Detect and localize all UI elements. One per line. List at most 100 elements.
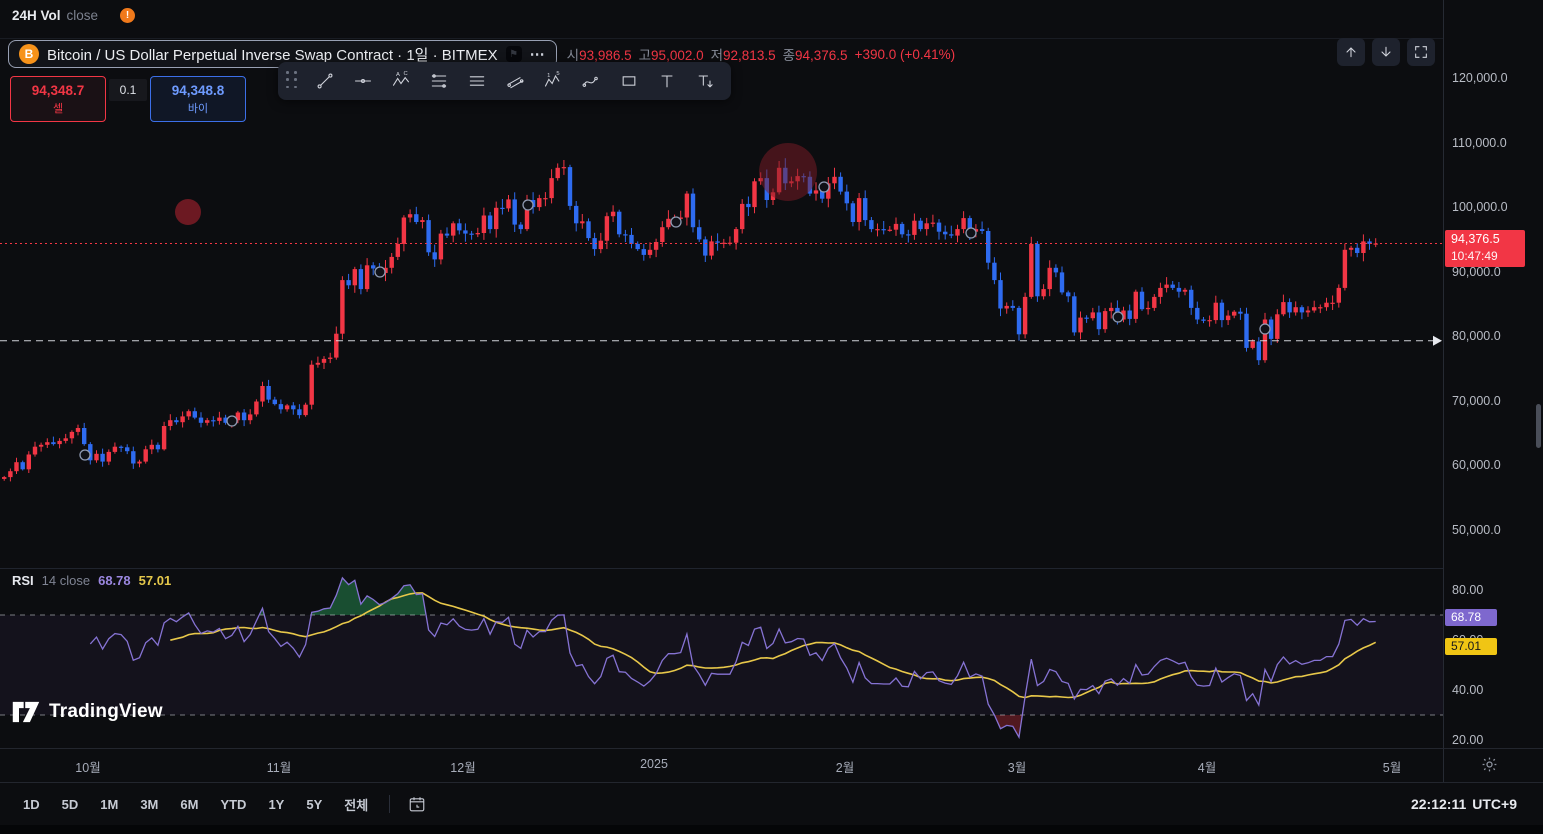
last-price-value: 94,376.5 [1451,232,1500,246]
range-5Y-button[interactable]: 5Y [297,793,331,816]
event-marker[interactable] [1112,311,1124,323]
range-3M-button[interactable]: 3M [131,793,167,816]
symbol-flag-icon[interactable]: ⚑ [505,46,522,62]
vol-pane-status: close [66,8,99,23]
event-marker[interactable] [965,227,977,239]
more-icon[interactable]: ⋯ [529,46,546,63]
trend-line-tool-button[interactable] [307,66,343,96]
buy-caption: 바이 [187,102,209,115]
pane-separator-top[interactable] [0,38,1443,39]
trend-channel-tool-button[interactable] [497,66,533,96]
rsi-title: RSI [12,573,34,588]
trend-channel-icon [507,77,524,89]
bottom-strip [0,825,1543,834]
pane-separator-rsi[interactable] [0,568,1443,569]
toolbar-drag-handle[interactable] [286,71,299,91]
rsi-params: 14 close [41,573,91,588]
time-axis-label: 4월 [1197,761,1217,775]
arrow-up-icon [1346,47,1356,58]
price-axis-label: 90,000.0 [1452,264,1501,279]
brush-tool-button[interactable] [573,66,609,96]
range-YTD-button[interactable]: YTD [211,793,255,816]
drawing-ellipse[interactable] [175,199,201,225]
bottom-toolbar: 1D 5D 1M 3M 6M YTD 1Y 5Y 전체 22:12:11 UTC+9 [0,782,1543,825]
low-value: 92,813.5 [723,48,776,63]
svg-text:5: 5 [556,71,559,77]
price-axis-label: 50,000.0 [1452,523,1501,537]
right-scrollbar[interactable] [1536,404,1541,448]
vol-pane-legend: 24H Vol close ! [12,8,136,23]
fullscreen-icon [1415,46,1427,58]
price-chart[interactable] [0,66,1443,566]
buy-button[interactable]: 94,348.8 바이 [150,76,246,122]
time-axis-label: 12월 [450,761,476,775]
price-axis[interactable]: 94,376.5 10:47:49 68.78 57.01 120,000.0 1… [1443,0,1543,782]
arrow-down-button[interactable] [1372,38,1400,66]
range-1M-button[interactable]: 1M [91,793,127,816]
trade-widget: 94,348.7 셀 0.1 94,348.8 바이 [10,76,246,122]
time-axis-label: 10월 [75,761,101,775]
rsi-pane[interactable] [0,570,1443,756]
horizontal-line-tool-button[interactable] [345,66,381,96]
price-axis-label: 60,000.0 [1452,458,1501,473]
event-marker[interactable] [226,415,238,427]
range-6M-button[interactable]: 6M [171,793,207,816]
low-label: 저 [710,48,724,63]
range-5D-button[interactable]: 5D [53,793,88,816]
rsi-legend[interactable]: RSI 14 close 68.78 57.01 [12,573,171,588]
time-axis-label: 2025 [640,757,668,771]
error-icon[interactable]: ! [120,8,136,23]
fib-retracement-tool-button[interactable] [421,66,457,96]
open-value: 93,986.5 [579,48,632,63]
go-to-date-icon[interactable] [402,794,432,814]
close-label: 종 [782,48,796,63]
text-tool-button[interactable] [649,66,685,96]
event-marker[interactable] [374,266,386,278]
event-marker[interactable] [818,181,830,193]
time-axis-label: 3월 [1007,761,1027,775]
rsi-axis-label: 40.00 [1452,683,1484,697]
arrow-up-button[interactable] [1337,38,1365,66]
sell-caption: 셀 [52,102,64,115]
price-axis-label: 120,000.0 [1452,71,1508,85]
rsi-axis-label: 20.00 [1452,733,1484,747]
high-value: 95,002.0 [651,48,704,63]
parallel-channel-tool-button[interactable] [459,66,495,96]
toolbar-divider [389,795,391,813]
quantity-field[interactable]: 0.1 [109,79,147,101]
rsi-signal-line[interactable] [170,592,1377,699]
bitcoin-icon: B [19,44,39,64]
horizontal-line-icon [354,78,372,84]
range-1D-button[interactable]: 1D [14,793,49,816]
range-1Y-button[interactable]: 1Y [259,793,293,816]
event-marker[interactable] [79,449,91,461]
drawing-ellipse[interactable] [759,143,817,201]
time-axis[interactable]: 10월 11월 12월 2025 2월 3월 4월 5월 [0,748,1543,782]
text-icon [661,75,673,88]
event-marker[interactable] [1259,323,1271,335]
rsi-signal-value: 57.01 [138,573,172,588]
rectangle-tool-button[interactable] [611,66,647,96]
date-range-buttons: 1D 5D 1M 3M 6M YTD 1Y 5Y 전체 [14,791,377,818]
event-marker[interactable] [522,199,534,211]
close-value: 94,376.5 [795,48,848,63]
range-전체-button[interactable]: 전체 [335,791,377,818]
rectangle-icon [622,76,636,86]
high-label: 고 [638,48,652,63]
last-price-label: 94,376.5 10:47:49 [1445,230,1525,267]
fullscreen-button[interactable] [1407,38,1435,66]
anchored-text-tool-button[interactable] [687,66,723,96]
axis-settings-gear-icon[interactable] [1482,757,1497,777]
tradingview-logo[interactable]: TradingView [12,700,163,724]
rsi-line[interactable] [89,576,1376,740]
event-marker[interactable] [670,216,682,228]
clock[interactable]: 22:12:11 UTC+9 [1411,796,1517,812]
alert-line-arrow [1433,335,1442,346]
time-axis-label: 5월 [1382,761,1402,775]
sell-button[interactable]: 94,348.7 셀 [10,76,106,122]
